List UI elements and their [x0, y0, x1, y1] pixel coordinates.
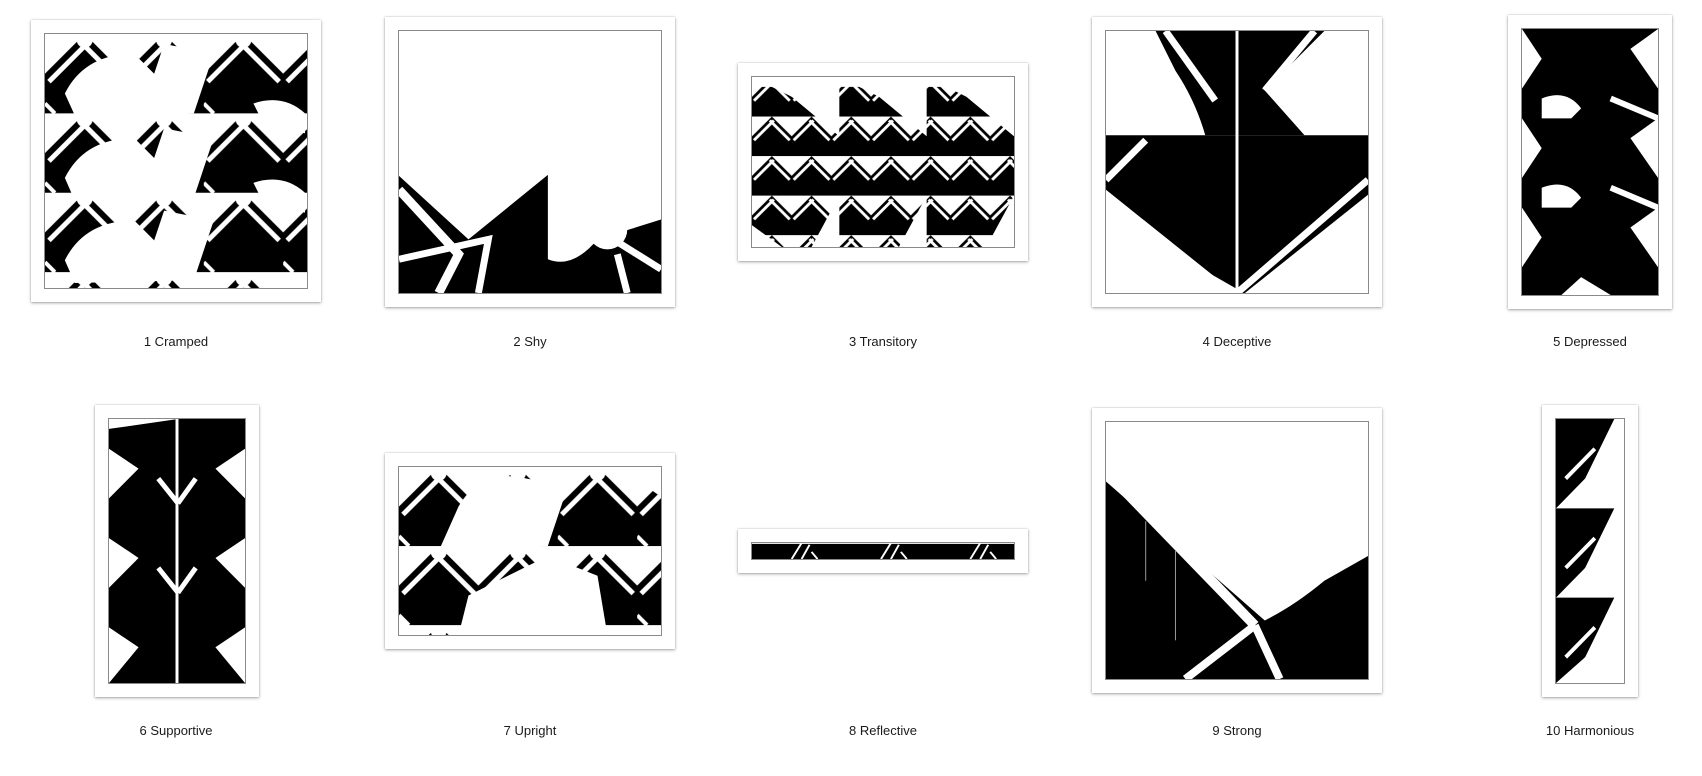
thumbnail-10[interactable] — [1542, 405, 1638, 697]
caption-3[interactable]: 3 Transitory — [849, 334, 917, 349]
artwork-6-image — [108, 418, 246, 684]
artwork-2-image — [398, 30, 662, 294]
caption-2[interactable]: 2 Shy — [513, 334, 547, 349]
thumbnail-7[interactable] — [385, 453, 675, 649]
thumbnail-1[interactable] — [31, 20, 321, 302]
caption-9[interactable]: 9 Strong — [1212, 723, 1262, 738]
thumbnail-5[interactable] — [1508, 15, 1672, 309]
thumbnail-6[interactable] — [95, 405, 259, 697]
caption-7[interactable]: 7 Upright — [503, 723, 557, 738]
thumbnail-9[interactable] — [1092, 408, 1382, 693]
caption-1[interactable]: 1 Cramped — [143, 334, 209, 349]
thumbnail-4[interactable] — [1092, 17, 1382, 307]
caption-8[interactable]: 8 Reflective — [849, 723, 917, 738]
artwork-10-image — [1555, 418, 1625, 684]
artwork-5-image — [1521, 28, 1659, 296]
artwork-9-image — [1105, 421, 1369, 680]
thumbnail-2[interactable] — [385, 17, 675, 307]
artwork-1-image — [44, 33, 308, 289]
caption-10[interactable]: 10 Harmonious — [1545, 723, 1635, 738]
thumbnail-3[interactable] — [738, 63, 1028, 261]
artwork-4-image — [1105, 30, 1369, 294]
thumbnail-8[interactable] — [738, 529, 1028, 573]
artwork-8-image — [751, 542, 1015, 560]
artwork-7-image — [398, 466, 662, 636]
caption-5[interactable]: 5 Depressed — [1553, 334, 1627, 349]
caption-4[interactable]: 4 Deceptive — [1202, 334, 1272, 349]
caption-6[interactable]: 6 Supportive — [139, 723, 213, 738]
artwork-3-image — [751, 76, 1015, 248]
